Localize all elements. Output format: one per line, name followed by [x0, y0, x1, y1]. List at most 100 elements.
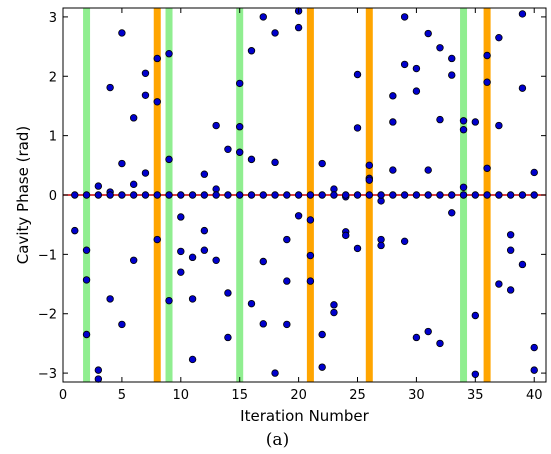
- data-point: [200, 170, 209, 178]
- data-point: [82, 191, 91, 199]
- data-point: [94, 191, 103, 199]
- data-point: [353, 191, 362, 199]
- data-point: [448, 191, 456, 199]
- data-point: [236, 79, 244, 88]
- data-point: [247, 299, 256, 308]
- data-point: [412, 87, 421, 95]
- data-point: [82, 276, 91, 284]
- data-point: [400, 237, 409, 246]
- data-point: [400, 13, 409, 21]
- data-point: [424, 29, 432, 38]
- data-point: [518, 84, 527, 92]
- data-point: [342, 191, 350, 199]
- data-point: [483, 78, 491, 86]
- data-point: [436, 339, 444, 348]
- data-point: [353, 70, 362, 79]
- data-point: [330, 301, 338, 309]
- data-point: [224, 145, 232, 153]
- data-point: [94, 182, 103, 190]
- data-point: [459, 183, 468, 191]
- data-point: [530, 343, 538, 352]
- data-point: [118, 320, 126, 329]
- data-point: [459, 117, 468, 125]
- data-point: [259, 191, 267, 199]
- data-point: [177, 213, 185, 221]
- data-point: [471, 370, 480, 378]
- y-tick-label: −2: [38, 308, 57, 323]
- data-point: [177, 247, 185, 256]
- y-axis-label: Cavity Phase (rad): [14, 126, 32, 264]
- data-point: [448, 54, 456, 63]
- data-point: [353, 124, 362, 132]
- data-point: [200, 246, 209, 254]
- data-point: [318, 159, 326, 168]
- data-point: [530, 366, 538, 374]
- data-point: [153, 54, 161, 63]
- data-point: [424, 166, 432, 174]
- data-point: [259, 13, 267, 21]
- data-point: [530, 191, 538, 199]
- data-point: [318, 363, 326, 371]
- data-point: [165, 191, 173, 199]
- data-point: [165, 155, 173, 164]
- data-point: [94, 375, 103, 383]
- data-point: [188, 355, 197, 364]
- y-tick-label: 2: [49, 70, 57, 85]
- data-point: [318, 330, 326, 339]
- y-tick-label: −3: [38, 367, 57, 382]
- data-point: [342, 231, 350, 240]
- y-tick-label: 1: [49, 130, 57, 145]
- data-point: [330, 308, 338, 317]
- data-point: [141, 191, 150, 199]
- data-point: [436, 44, 444, 52]
- data-point: [294, 23, 303, 32]
- data-point: [82, 330, 91, 339]
- data-point: [436, 191, 444, 199]
- data-point: [118, 159, 126, 168]
- data-point: [495, 121, 503, 130]
- data-point: [353, 244, 362, 253]
- data-point: [518, 191, 527, 199]
- y-axis-ticks: −3 −2 −1 0 1 2 3: [38, 11, 546, 382]
- data-point: [188, 253, 197, 262]
- x-tick-label: 5: [118, 388, 126, 403]
- data-point: [177, 268, 185, 276]
- data-point: [400, 60, 409, 69]
- data-point: [141, 91, 150, 99]
- data-point: [483, 164, 491, 172]
- data-point: [118, 29, 126, 37]
- data-point: [212, 256, 220, 265]
- data-point: [471, 311, 480, 320]
- data-point: [294, 212, 303, 220]
- y-tick-label: 0: [49, 189, 57, 204]
- data-point: [71, 191, 79, 199]
- data-point: [247, 47, 256, 55]
- data-point: [495, 191, 503, 199]
- data-point: [106, 295, 114, 303]
- data-point: [271, 29, 279, 37]
- data-point: [141, 69, 150, 78]
- data-point: [129, 191, 138, 199]
- data-point: [247, 155, 256, 164]
- data-point: [271, 158, 279, 167]
- data-point: [448, 209, 456, 217]
- data-point: [365, 161, 373, 170]
- data-point: [153, 191, 161, 199]
- data-point: [165, 296, 173, 305]
- data-point: [389, 92, 397, 100]
- data-point: [483, 191, 491, 199]
- y-tick-label: −1: [38, 248, 57, 263]
- data-point: [188, 191, 197, 199]
- data-point: [236, 148, 244, 156]
- data-point: [495, 280, 503, 288]
- x-axis-label: Iteration Number: [240, 407, 369, 425]
- data-point: [71, 226, 79, 235]
- data-point: [471, 118, 480, 126]
- y-tick-label: 3: [49, 11, 57, 26]
- x-tick-label: 40: [526, 388, 543, 403]
- data-point: [306, 277, 315, 285]
- data-point: [330, 191, 338, 199]
- data-point: [412, 64, 421, 73]
- data-point: [306, 216, 315, 224]
